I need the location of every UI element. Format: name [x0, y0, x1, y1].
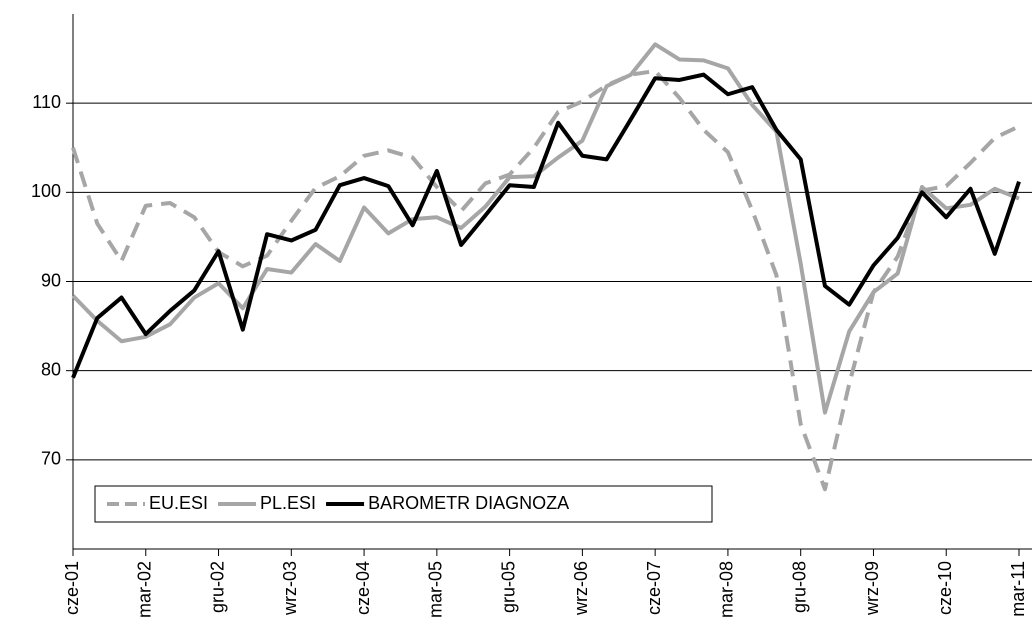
y-tick-label: 110: [32, 92, 61, 112]
x-tick-label: gru-02: [207, 561, 227, 613]
y-tick-label: 70: [41, 449, 61, 469]
series-line: [71, 42, 1020, 415]
y-tick-label: 100: [31, 181, 61, 201]
legend-label: EU.ESI: [149, 493, 208, 513]
series-line: [71, 72, 1021, 379]
x-tick-label: cze-10: [935, 561, 955, 615]
x-tick-label: mar-08: [717, 561, 737, 618]
x-tick-label: wrz-03: [280, 561, 300, 616]
x-tick-label: wrz-09: [862, 561, 882, 616]
y-tick-label: 80: [41, 359, 61, 379]
x-tick-label: cze-01: [62, 561, 82, 615]
x-tick-label: cze-04: [353, 561, 373, 615]
x-tick-label: cze-07: [644, 561, 664, 615]
legend-label: BAROMETR DIAGNOZA: [368, 493, 569, 513]
x-tick-label: wrz-06: [571, 561, 591, 616]
legend-box: [94, 485, 713, 523]
legend-label: PL.ESI: [260, 493, 316, 513]
y-tick-label: 90: [41, 270, 61, 290]
x-tick-label: mar-02: [135, 561, 155, 618]
x-tick-label: gru-08: [789, 561, 809, 613]
x-tick-label: mar-05: [426, 561, 446, 618]
x-tick-label: gru-05: [498, 561, 518, 613]
series-line: [71, 69, 1020, 492]
legend: EU.ESI PL.ESI BAROMETR DIAGNOZA: [94, 485, 713, 523]
x-tick-label: mar-11: [1008, 561, 1028, 617]
